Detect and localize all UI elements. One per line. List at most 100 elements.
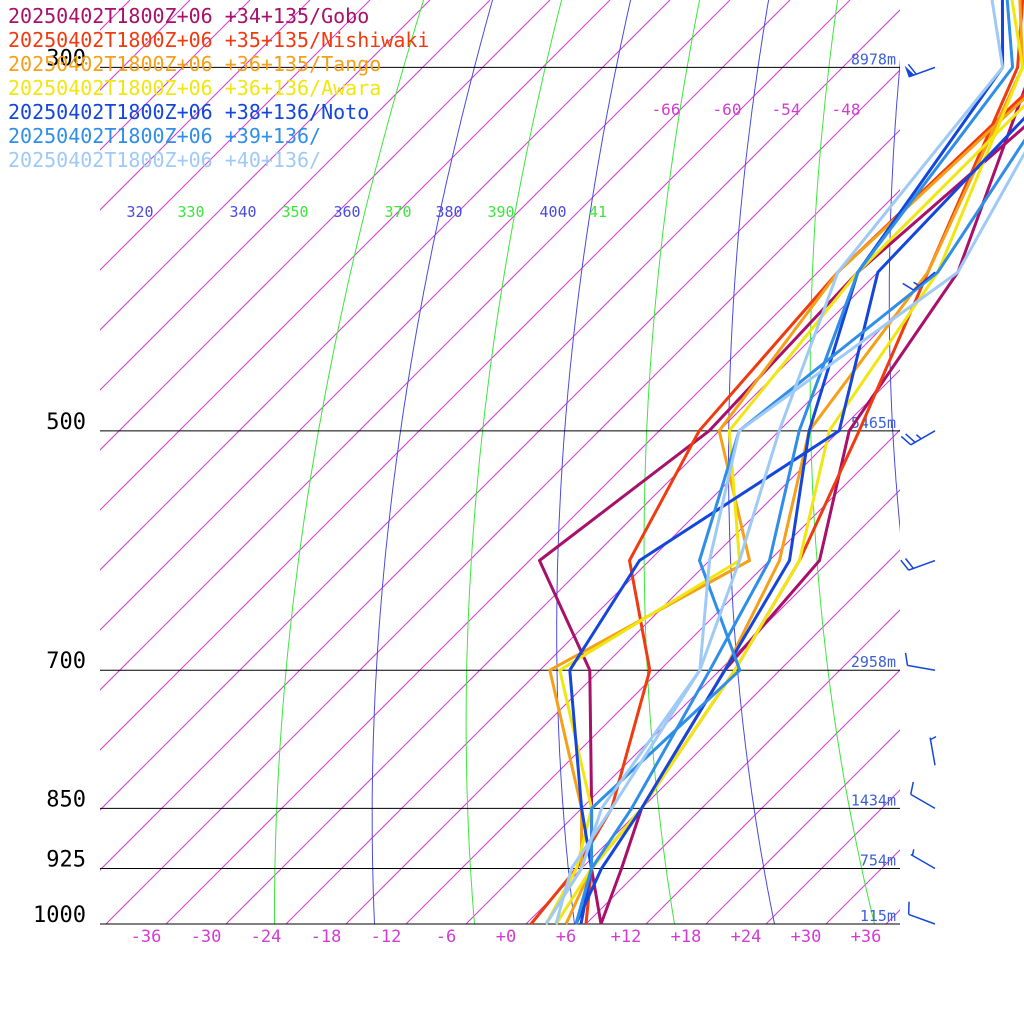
height-label: 115m [860,907,896,925]
height-label: 8978m [851,50,896,68]
x-tick-label: -30 [191,927,222,947]
isotherm [705,729,900,924]
isotherm [100,0,731,631]
wind-barb-shaft [910,793,936,810]
legend-item-40-136: 20250402T1800Z+06 +40+136/ [8,148,322,172]
isotherm [100,0,851,751]
isotherm [345,369,900,924]
isotherm [100,0,671,571]
legend-item-nishiwaki: 20250402T1800Z+06 +35+135/Nishiwaki [8,28,430,52]
wind-barb [929,735,937,766]
wind-barbs [900,63,937,925]
wind-barb-shaft [907,664,936,671]
series-temperature-line [574,0,1015,925]
x-tick-label: -24 [251,927,282,947]
isotherm [405,429,900,924]
isotherm [285,309,900,924]
wind-barb [907,901,936,925]
dry-adiabat [888,58,900,534]
wind-barb-feather [905,433,916,443]
wind-barb-flag [904,65,915,77]
series-dewpoint-line [568,116,1024,925]
x-tick-label: -12 [371,927,402,947]
wind-barb-feather [910,781,915,795]
wind-barb-half-feather [913,281,920,287]
wind-barb [902,271,936,291]
x-tick-label: +36 [851,927,882,947]
wind-barb [904,652,936,671]
isotherm [100,0,611,511]
wind-barb-shaft [908,913,936,925]
height-label: 754m [860,852,896,870]
dry-adiabat [966,0,1024,924]
isotherm [165,189,900,924]
isotherm [100,0,371,271]
theta-label: 320 [126,203,153,221]
wind-barb-feather [907,63,917,75]
x-tick-label: +12 [611,927,642,947]
theta-label: 360 [333,203,360,221]
isotherm [100,0,491,391]
series-dewpoint-line [544,151,1024,925]
pressure-label: 300 [46,46,86,71]
wind-barb-feather [904,652,909,666]
series-temperature-line [564,0,1024,925]
series-temperature-line [554,0,1005,925]
dry-adiabat [809,0,875,924]
dry-adiabat [728,0,775,924]
isotherm-label: -54 [772,100,801,119]
isotherm [100,0,431,331]
wind-barb [900,430,936,446]
wind-barb [904,63,936,78]
wind-barb-half-feather [915,434,922,440]
pressure-label: 850 [46,787,86,812]
dry-adiabat [274,0,425,924]
theta-label: 380 [435,203,462,221]
legend-item-39-136: 20250402T1800Z+06 +39+136/ [8,124,322,148]
wind-barb-shaft [908,559,936,571]
pressure-label: 925 [46,848,86,873]
wind-barb-shaft [913,271,936,291]
x-tick-label: +6 [556,927,576,947]
isotherm [225,249,900,924]
dry-adiabat [465,0,563,924]
isotherm-label: -48 [832,100,861,119]
wind-barb-feather [900,435,912,446]
wind-barb [910,781,936,810]
x-tick-label: -18 [311,927,342,947]
x-tick-label: +0 [496,927,516,947]
theta-label: 370 [384,203,411,221]
isotherm [525,549,900,924]
dry-adiabat [643,0,701,924]
isotherm [100,0,791,691]
isotherm [105,129,900,924]
dry-adiabat [556,0,632,924]
isotherm-label: -60 [713,100,742,119]
wind-barb-shaft [910,430,936,446]
legend-item-gobo: 20250402T1800Z+06 +34+135/Gobo [8,4,370,28]
theta-label: 340 [229,203,256,221]
wind-barb-half-feather [911,849,915,856]
wind-barb-half-feather [930,735,937,741]
isotherm [100,69,900,871]
isotherm-label: -66 [652,100,681,119]
wind-barb-shaft [910,853,936,870]
x-tick-label: -36 [131,927,162,947]
pressure-label: 500 [46,410,86,435]
isotherm [465,489,900,924]
isotherm [585,609,900,924]
isotherm [100,0,551,451]
pressure-label: 1000 [33,903,86,928]
pressure-label: 700 [46,649,86,674]
x-tick-label: +24 [731,927,762,947]
wind-barb-feather [902,282,914,291]
legend-item-awara: 20250402T1800Z+06 +36+136/Awara [8,76,382,100]
wind-barb-shaft [929,737,936,766]
theta-label: 390 [487,203,514,221]
dry-adiabat [371,0,494,924]
theta-label: 400 [539,203,566,221]
legend-item-tango: 20250402T1800Z+06 +36+135/Tango [8,52,382,76]
theta-label: 350 [281,203,308,221]
wind-barb-feather [900,559,910,571]
